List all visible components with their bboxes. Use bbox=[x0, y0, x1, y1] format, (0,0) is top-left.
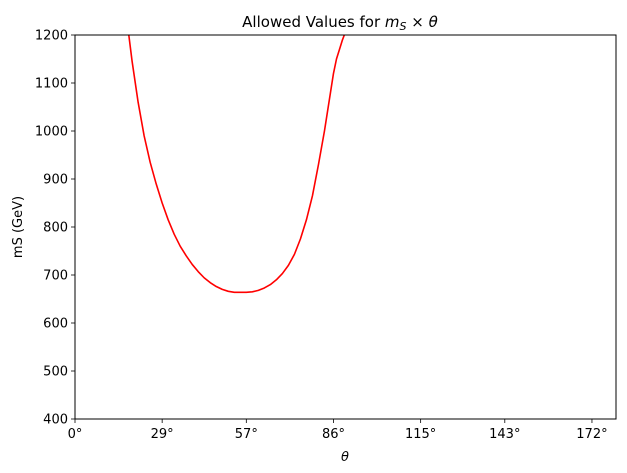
plot-frame bbox=[74, 34, 617, 420]
y-axis: 400 500 600 700 800 900 1000 1100 1200 bbox=[35, 29, 75, 428]
x-axis-label: θ bbox=[341, 450, 349, 465]
plot-area bbox=[128, 34, 346, 294]
x-axis: 0° 29° 57° 86° 115° 143° 172° bbox=[68, 419, 608, 442]
y-tick-label: 600 bbox=[43, 317, 68, 332]
x-tick-label: 115° bbox=[405, 427, 436, 442]
x-tick-label: 57° bbox=[235, 427, 258, 442]
y-tick-label: 1100 bbox=[35, 77, 68, 92]
x-tick-label: 0° bbox=[68, 427, 83, 442]
y-tick-label: 900 bbox=[43, 173, 68, 188]
y-axis-label: mS (GeV) bbox=[11, 196, 26, 258]
x-tick-label: 143° bbox=[489, 427, 520, 442]
x-tick-label: 29° bbox=[151, 427, 174, 442]
y-tick-label: 1000 bbox=[35, 125, 68, 140]
chart-title: Allowed Values for mS × θ bbox=[242, 13, 438, 33]
y-tick-label: 500 bbox=[43, 365, 68, 380]
x-tick-label: 86° bbox=[322, 427, 345, 442]
x-tick-label: 172° bbox=[576, 427, 607, 442]
series-line-0 bbox=[128, 34, 346, 294]
y-tick-label: 700 bbox=[43, 269, 68, 284]
y-tick-label: 1200 bbox=[35, 29, 68, 44]
y-tick-label: 400 bbox=[43, 413, 68, 428]
y-tick-label: 800 bbox=[43, 221, 68, 236]
